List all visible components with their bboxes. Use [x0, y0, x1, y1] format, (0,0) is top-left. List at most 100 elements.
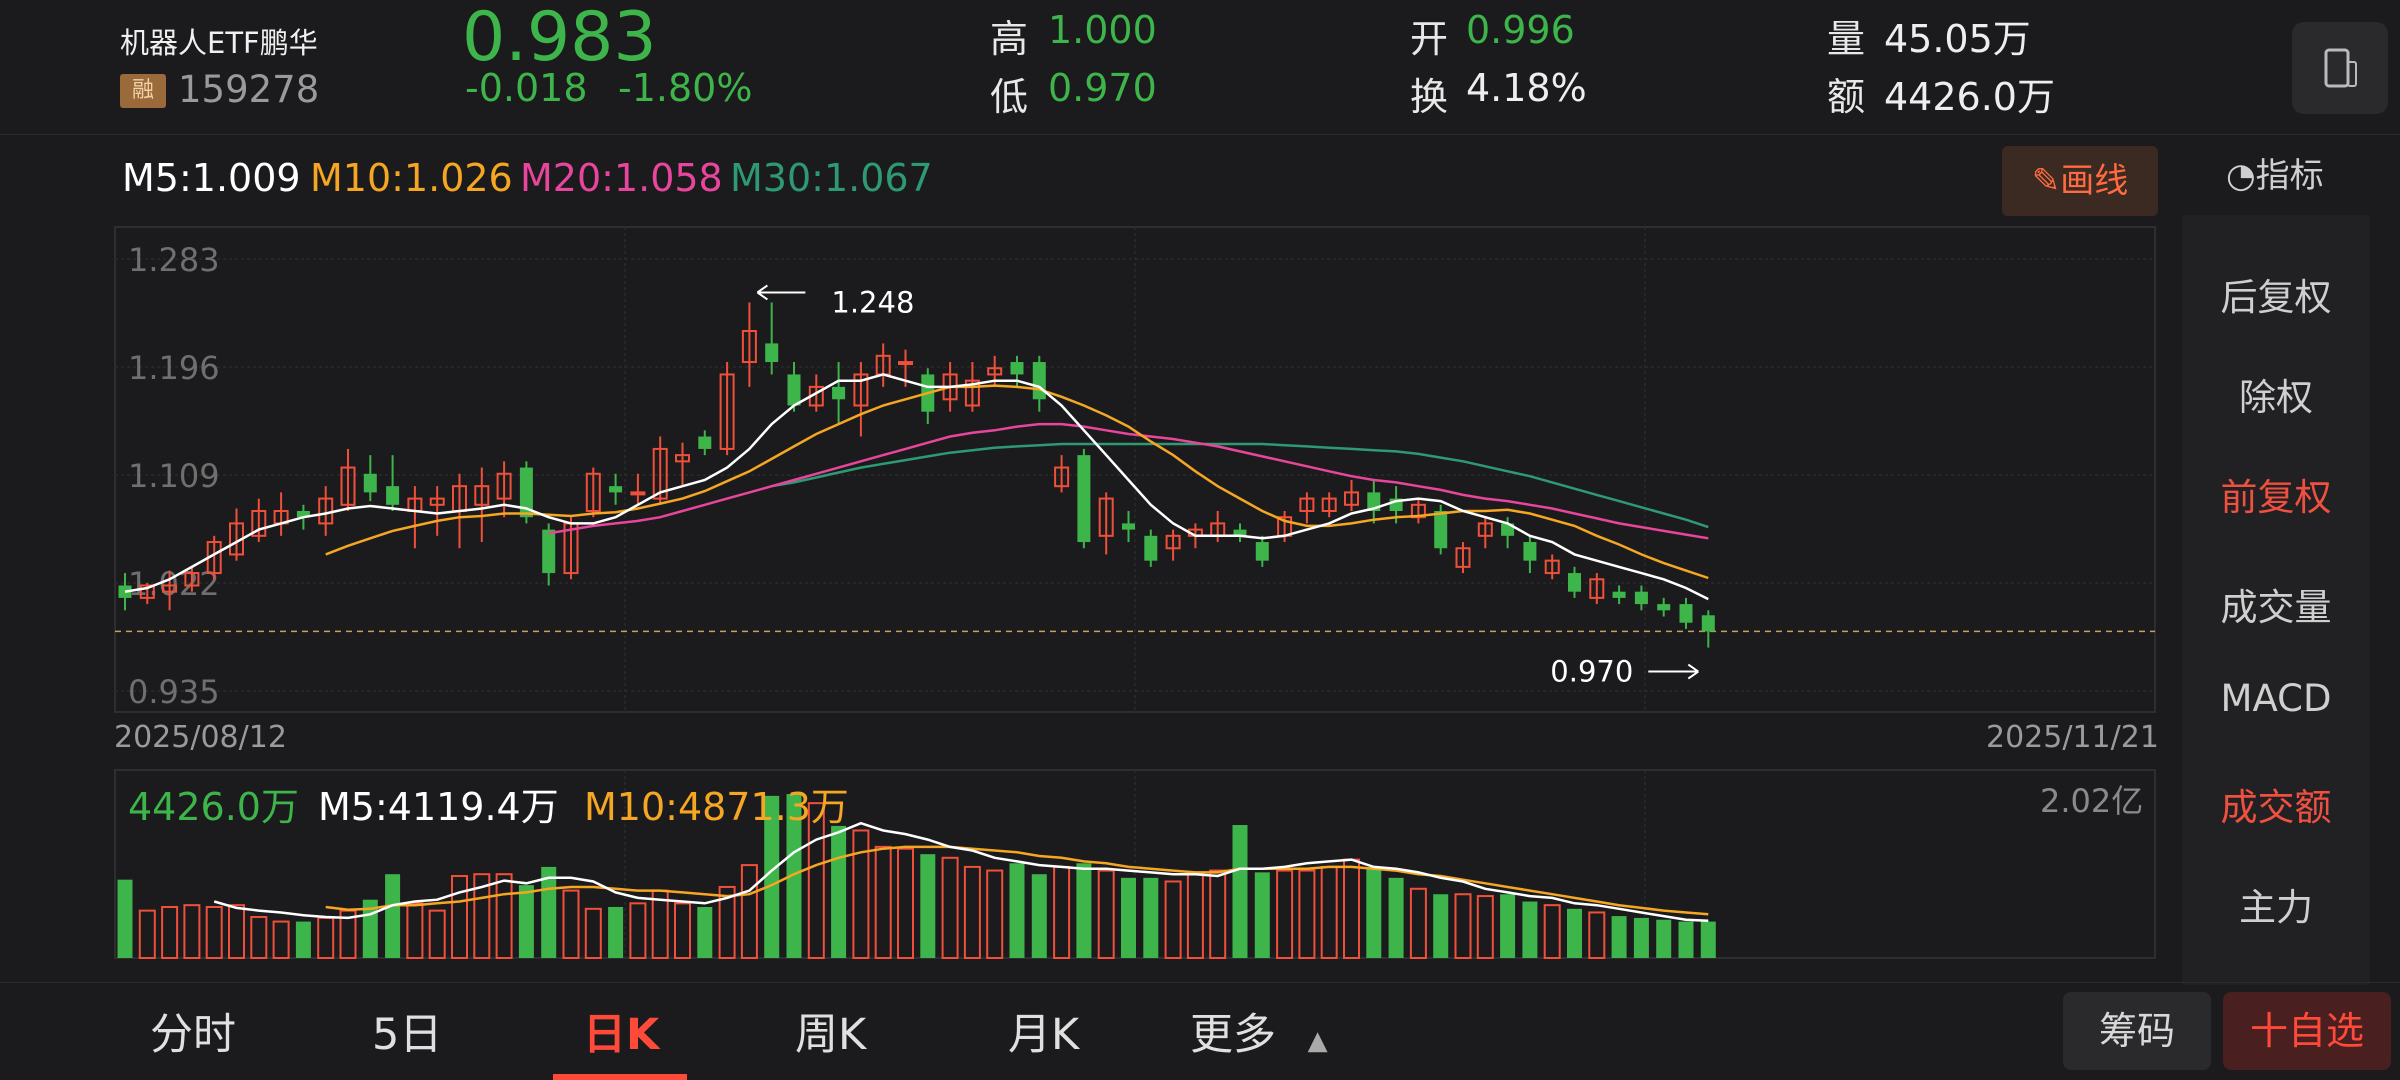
high-annotation: 1.248	[831, 285, 914, 319]
amount-bar	[1388, 877, 1404, 958]
amount-bar	[1143, 877, 1159, 958]
amount-bar	[963, 865, 981, 959]
amount-bar	[1031, 874, 1047, 958]
candle-body	[787, 374, 801, 406]
tab-more[interactable]: 更多 ▲	[1190, 1000, 1328, 1062]
candle-body	[1098, 497, 1114, 537]
tab-weekly-k[interactable]: 周K	[795, 1010, 867, 1060]
candle-body	[474, 485, 490, 506]
kline-chart[interactable]: 1.283 1.196 1.109 1.022 0.935 1.248 0.970	[0, 215, 2182, 975]
high-arrow-head	[756, 284, 768, 301]
candle-body	[429, 497, 445, 506]
candle-body	[630, 491, 646, 496]
tab-daily-k[interactable]: 日K	[583, 1010, 660, 1060]
candle-body	[609, 486, 623, 493]
side-item-post-adjust[interactable]: 后复权	[2220, 276, 2332, 319]
amount-bar	[697, 906, 713, 958]
candle-body	[251, 510, 267, 537]
draw-line-button[interactable]: ✎画线	[2002, 146, 2158, 216]
candle-body	[719, 373, 735, 450]
candle-body	[296, 511, 310, 518]
amount-bar	[1633, 917, 1649, 958]
amount-bar	[1476, 895, 1494, 959]
side-item-macd[interactable]: MACD	[2220, 677, 2332, 720]
candle-body	[386, 486, 400, 505]
amount-bar	[518, 885, 534, 958]
indicator-button[interactable]: ◔指标	[2226, 148, 2324, 197]
candle-body	[363, 473, 377, 493]
ma5-line	[124, 373, 1709, 601]
side-menu: 后复权 除权 前复权 成交量 MACD 成交额 主力	[2182, 215, 2370, 985]
candle-body	[853, 373, 869, 407]
candle-body	[1434, 511, 1448, 549]
amount-bar	[1298, 869, 1316, 959]
tab-intraday[interactable]: 分时	[150, 1010, 236, 1060]
low-value: 0.970	[1048, 66, 1157, 110]
end-date-label: 2025/11/21	[1986, 720, 2159, 755]
candle-body	[162, 584, 178, 593]
gauge-icon: ◔	[2226, 156, 2256, 196]
amount-bar	[562, 889, 580, 959]
side-item-main-force[interactable]: 主力	[2239, 886, 2313, 929]
amount-bar	[1076, 863, 1092, 958]
amount-bar	[1409, 887, 1427, 959]
candle-body	[964, 379, 980, 407]
candle-body	[1657, 604, 1671, 611]
tab-monthly-k[interactable]: 月K	[1008, 1010, 1080, 1060]
amount-bar	[428, 909, 446, 960]
phone-icon	[2324, 48, 2357, 88]
header-divider	[0, 134, 2400, 135]
side-item-ex-rights[interactable]: 除权	[2239, 376, 2313, 419]
y-tick-label: 1.022	[128, 565, 220, 603]
side-item-amount[interactable]: 成交额	[2220, 786, 2332, 829]
candle-body	[1122, 523, 1135, 530]
amount-bar	[852, 829, 870, 959]
tabs-divider	[0, 982, 2400, 983]
amount-bar	[138, 909, 156, 960]
amount-bar	[874, 845, 892, 959]
amount-label: 额	[1827, 75, 1866, 119]
chips-button[interactable]: 筹码	[2063, 992, 2211, 1070]
candle-body	[496, 472, 512, 500]
candle-body	[741, 330, 757, 364]
candle-body	[184, 572, 200, 587]
amount-bar	[897, 847, 914, 959]
amount-bar	[1164, 880, 1182, 960]
amount-bar	[941, 856, 959, 960]
last-price: 0.983	[462, 0, 657, 77]
amount-bar	[228, 904, 245, 960]
ma10-line	[325, 384, 1709, 580]
low-label: 低	[990, 75, 1029, 119]
amount-bar	[1567, 908, 1582, 958]
candle-body	[832, 386, 846, 400]
amount-bar	[250, 916, 268, 959]
candle-body	[1255, 542, 1269, 561]
amount-bar	[1254, 872, 1270, 958]
amount-bar	[718, 885, 736, 960]
candle-body	[1701, 615, 1715, 632]
candle-body	[1010, 362, 1024, 375]
y-tick-label: 1.109	[128, 457, 220, 495]
y-tick-label: 1.196	[128, 349, 220, 387]
tab-5day[interactable]: 5日	[372, 1010, 443, 1060]
amount-bar	[1454, 893, 1472, 959]
volume-label: 量	[1827, 17, 1866, 61]
candle-body	[898, 361, 913, 366]
candle-body	[1032, 362, 1046, 400]
fund-name: 机器人ETF鹏华	[120, 26, 318, 60]
side-item-pre-adjust[interactable]: 前复权	[2220, 476, 2332, 519]
amount-m5: M5:4119.4万	[318, 785, 559, 829]
ma20-legend: M20:1.058	[520, 156, 723, 200]
margin-badge: 融	[120, 74, 166, 108]
candle-body	[698, 436, 712, 449]
candle-body	[1477, 522, 1493, 537]
side-item-volume[interactable]: 成交量	[2220, 586, 2332, 629]
candle-body	[1144, 535, 1158, 561]
candle-body	[652, 447, 668, 500]
device-toggle-button[interactable]	[2292, 22, 2388, 114]
amount-bar	[1678, 921, 1694, 958]
amount-value: 4426.0万	[1884, 75, 2055, 119]
high-label: 高	[990, 17, 1029, 61]
add-watchlist-button[interactable]: 十自选	[2223, 992, 2391, 1070]
low-annotation: 0.970	[1550, 655, 1633, 689]
